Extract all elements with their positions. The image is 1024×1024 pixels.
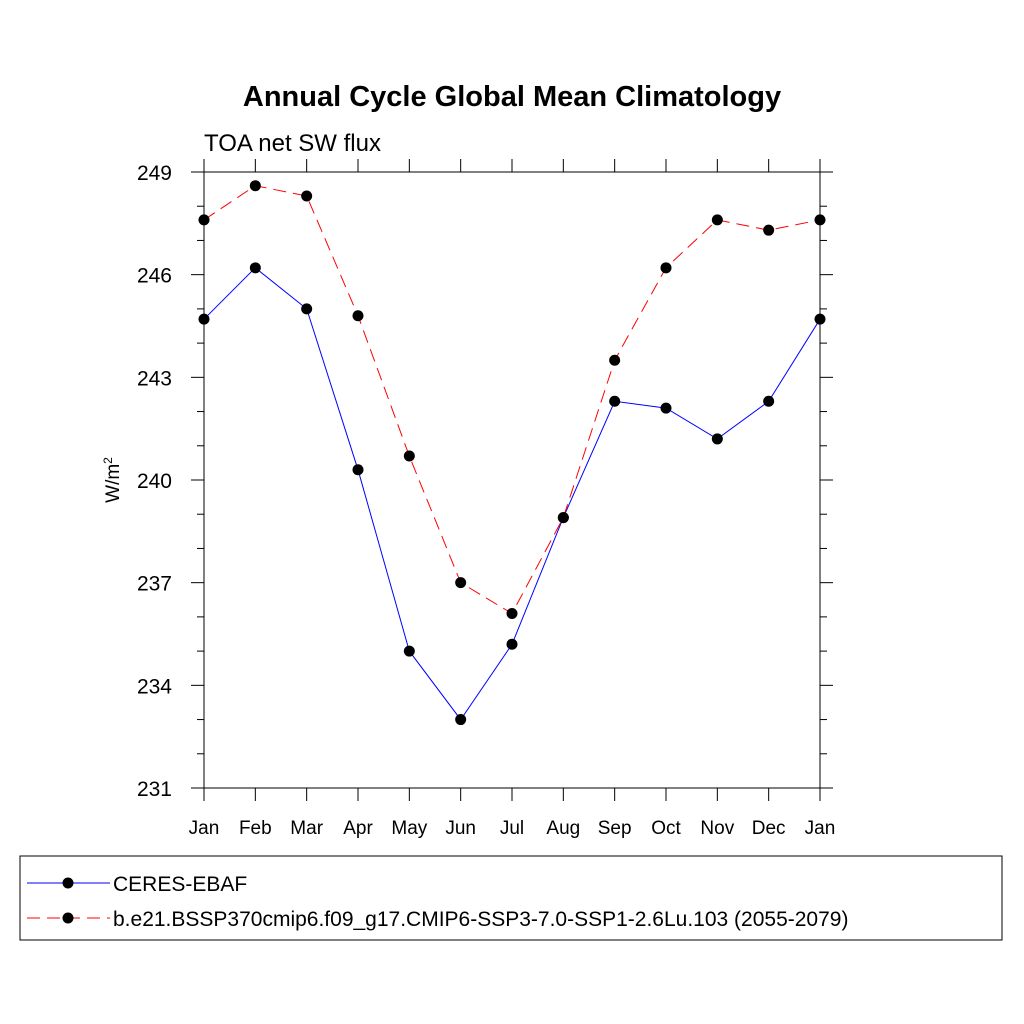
plot-frame xyxy=(203,171,821,789)
x-tick-label: Jul xyxy=(500,818,524,839)
series-2-point xyxy=(814,214,826,226)
x-tick-label: Nov xyxy=(700,818,734,839)
series-1-point xyxy=(814,313,826,325)
series-2-point xyxy=(455,577,467,589)
x-tick-label: Aug xyxy=(546,818,580,839)
y-tick-label: 234 xyxy=(137,675,172,698)
y-tick-label: 237 xyxy=(137,573,172,596)
x-axis: Jan Feb Mar Apr May Jun Jul Aug Sep Oct Nov Dec Jan xyxy=(189,159,836,839)
x-tick-label: Sep xyxy=(598,818,632,839)
y-axis-label-text: W/m xyxy=(103,464,124,503)
series-2-point xyxy=(352,310,364,322)
x-tick-label: Mar xyxy=(290,818,323,839)
series-1-point xyxy=(660,402,672,414)
series-1-point xyxy=(763,395,775,407)
series-2-point xyxy=(198,214,210,226)
series-layer xyxy=(198,180,826,726)
x-tick-label: Apr xyxy=(343,818,373,839)
series-line-1 xyxy=(203,267,821,721)
series-1-point xyxy=(711,433,723,445)
x-tick-label: Jan xyxy=(805,818,836,839)
legend-label-1: CERES-EBAF xyxy=(113,873,247,896)
legend-label-2: b.e21.BSSP370cmip6.f09_g17.CMIP6-SSP3-7.… xyxy=(113,908,848,931)
x-tick-label: Feb xyxy=(239,818,272,839)
y-tick-label: 231 xyxy=(137,778,172,801)
series-2-point xyxy=(506,607,518,619)
x-tick-label: Jan xyxy=(189,818,220,839)
legend-marker-1 xyxy=(62,877,74,889)
chart-subtitle: TOA net SW flux xyxy=(204,130,381,157)
x-tick-label: Jun xyxy=(445,818,476,839)
x-tick-label: Oct xyxy=(651,818,681,839)
series-1-point xyxy=(609,395,621,407)
y-tick-label: 249 xyxy=(137,162,172,185)
series-2-point xyxy=(249,180,261,192)
series-2-point xyxy=(660,262,672,274)
series-line-2 xyxy=(203,185,821,615)
y-tick-label: 246 xyxy=(137,265,172,288)
series-1-point xyxy=(249,262,261,274)
series-2-point xyxy=(609,354,621,366)
chart-title: Annual Cycle Global Mean Climatology xyxy=(243,81,781,113)
legend-box xyxy=(19,855,1003,941)
series-2-point xyxy=(403,450,415,462)
x-tick-label: Dec xyxy=(752,818,786,839)
y-tick-label: 243 xyxy=(137,367,172,390)
series-1-point xyxy=(198,313,210,325)
series-1-point xyxy=(301,303,313,315)
y-tick-label: 240 xyxy=(137,470,172,493)
series-1-point xyxy=(403,645,415,657)
legend: CERES-EBAF b.e21.BSSP370cmip6.f09_g17.CMI… xyxy=(27,873,848,931)
y-axis-label-superscript: 2 xyxy=(101,457,115,464)
series-1-point xyxy=(352,464,364,476)
series-2-point xyxy=(301,190,313,202)
series-1-point xyxy=(506,638,518,650)
y-axis: 231 234 237 240 243 246 249 xyxy=(137,162,833,801)
series-2-point xyxy=(763,224,775,236)
x-tick-label: May xyxy=(391,818,427,839)
series-2-point xyxy=(557,512,569,524)
y-axis-label: W/m2 xyxy=(101,457,124,503)
legend-marker-2 xyxy=(62,912,74,924)
series-2-point xyxy=(711,214,723,226)
series-1-point xyxy=(455,714,467,726)
